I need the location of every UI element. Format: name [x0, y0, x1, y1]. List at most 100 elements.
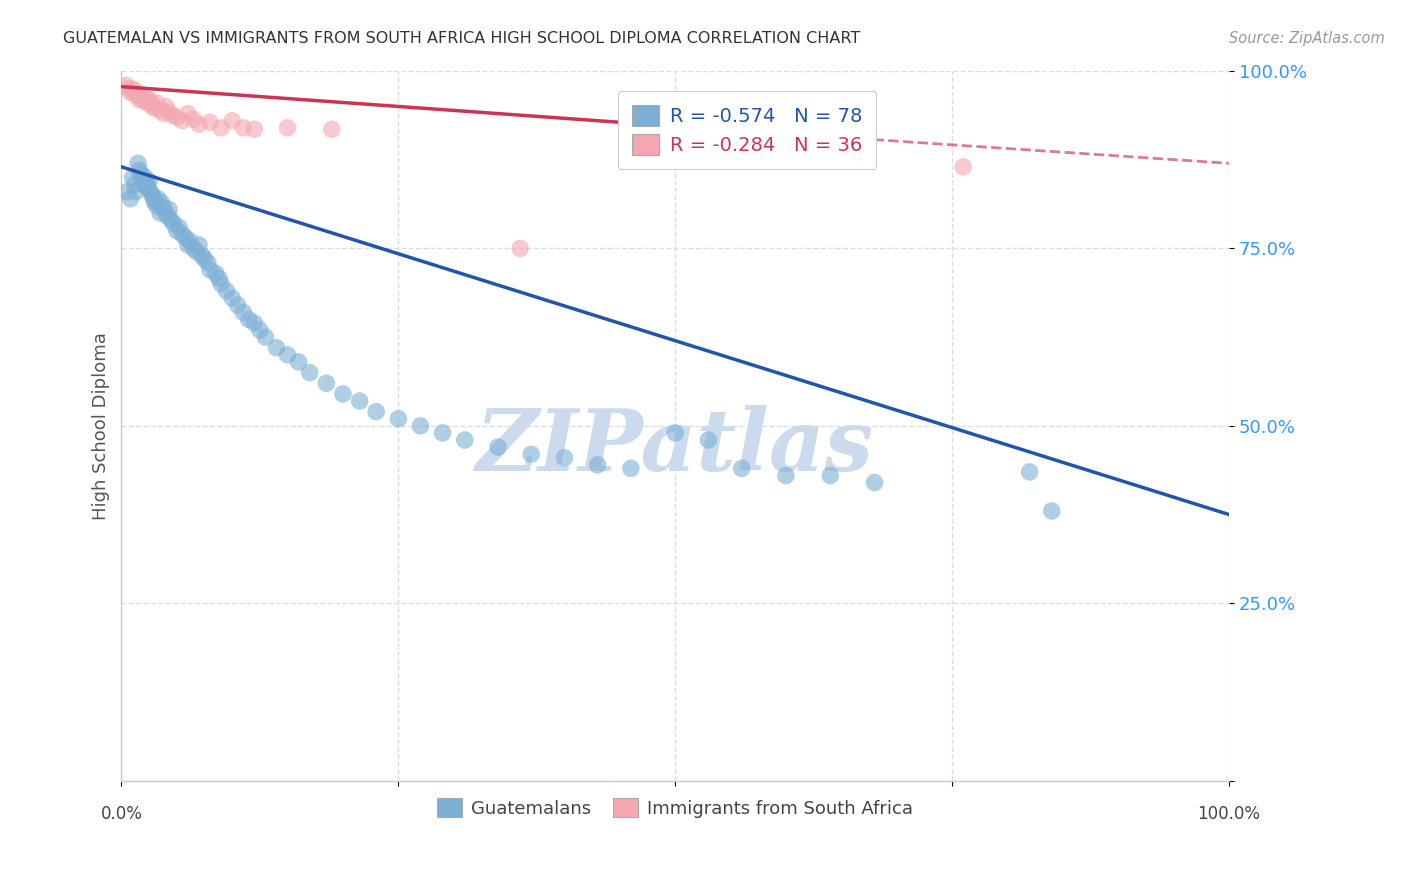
- Point: [509, 242, 531, 256]
- Point: [586, 458, 609, 472]
- Point: [141, 95, 163, 110]
- Point: [243, 122, 266, 136]
- Point: [238, 312, 260, 326]
- Point: [121, 170, 143, 185]
- Point: [298, 366, 321, 380]
- Point: [166, 224, 188, 238]
- Point: [143, 101, 166, 115]
- Point: [366, 404, 388, 418]
- Point: [186, 245, 208, 260]
- Point: [730, 461, 752, 475]
- Point: [198, 115, 221, 129]
- Point: [349, 394, 371, 409]
- Point: [121, 82, 143, 96]
- Point: [132, 94, 155, 108]
- Point: [454, 433, 477, 447]
- Point: [146, 192, 169, 206]
- Point: [277, 120, 299, 135]
- Point: [131, 174, 153, 188]
- Text: 0.0%: 0.0%: [100, 805, 142, 823]
- Point: [157, 202, 180, 217]
- Point: [156, 210, 179, 224]
- Point: [287, 355, 309, 369]
- Point: [141, 99, 163, 113]
- Point: [183, 112, 205, 127]
- Point: [124, 178, 146, 192]
- Point: [120, 192, 142, 206]
- Point: [135, 91, 157, 105]
- Point: [127, 89, 149, 103]
- Point: [143, 195, 166, 210]
- Point: [818, 468, 841, 483]
- Point: [162, 108, 184, 122]
- Point: [146, 95, 169, 110]
- Point: [221, 291, 243, 305]
- Y-axis label: High School Diploma: High School Diploma: [93, 332, 110, 520]
- Point: [208, 271, 231, 285]
- Point: [620, 461, 643, 475]
- Point: [131, 167, 153, 181]
- Point: [139, 185, 162, 199]
- Point: [179, 235, 201, 249]
- Point: [115, 185, 138, 199]
- Point: [138, 92, 160, 106]
- Point: [332, 387, 354, 401]
- Point: [775, 468, 797, 483]
- Point: [128, 92, 150, 106]
- Point: [387, 411, 409, 425]
- Point: [188, 117, 211, 131]
- Point: [125, 84, 148, 98]
- Point: [191, 248, 214, 262]
- Point: [243, 316, 266, 330]
- Point: [232, 120, 254, 135]
- Point: [204, 266, 226, 280]
- Point: [249, 323, 271, 337]
- Point: [232, 305, 254, 319]
- Point: [117, 82, 139, 96]
- Point: [142, 192, 165, 206]
- Point: [226, 298, 249, 312]
- Point: [157, 105, 180, 120]
- Text: ZIPatlas: ZIPatlas: [477, 405, 875, 489]
- Point: [125, 185, 148, 199]
- Point: [134, 170, 156, 185]
- Point: [120, 86, 142, 100]
- Point: [115, 78, 138, 93]
- Point: [172, 227, 194, 242]
- Point: [172, 113, 194, 128]
- Point: [321, 122, 343, 136]
- Point: [520, 447, 543, 461]
- Point: [277, 348, 299, 362]
- Text: 100.0%: 100.0%: [1198, 805, 1260, 823]
- Point: [124, 87, 146, 101]
- Point: [664, 425, 686, 440]
- Point: [166, 110, 188, 124]
- Point: [152, 106, 174, 120]
- Point: [198, 262, 221, 277]
- Point: [209, 120, 232, 135]
- Point: [215, 284, 238, 298]
- Point: [150, 195, 173, 210]
- Point: [135, 176, 157, 190]
- Point: [221, 113, 243, 128]
- Point: [197, 255, 219, 269]
- Point: [209, 277, 232, 291]
- Point: [432, 425, 454, 440]
- Point: [254, 330, 277, 344]
- Point: [146, 199, 169, 213]
- Point: [409, 418, 432, 433]
- Point: [167, 220, 190, 235]
- Point: [486, 440, 509, 454]
- Text: GUATEMALAN VS IMMIGRANTS FROM SOUTH AFRICA HIGH SCHOOL DIPLOMA CORRELATION CHART: GUATEMALAN VS IMMIGRANTS FROM SOUTH AFRI…: [63, 31, 860, 46]
- Point: [174, 231, 197, 245]
- Point: [149, 103, 172, 117]
- Point: [697, 433, 720, 447]
- Point: [553, 450, 575, 465]
- Point: [183, 242, 205, 256]
- Point: [266, 341, 288, 355]
- Point: [160, 213, 183, 227]
- Legend: Guatemalans, Immigrants from South Africa: Guatemalans, Immigrants from South Afric…: [430, 791, 921, 825]
- Point: [315, 376, 337, 391]
- Point: [952, 160, 974, 174]
- Point: [1040, 504, 1063, 518]
